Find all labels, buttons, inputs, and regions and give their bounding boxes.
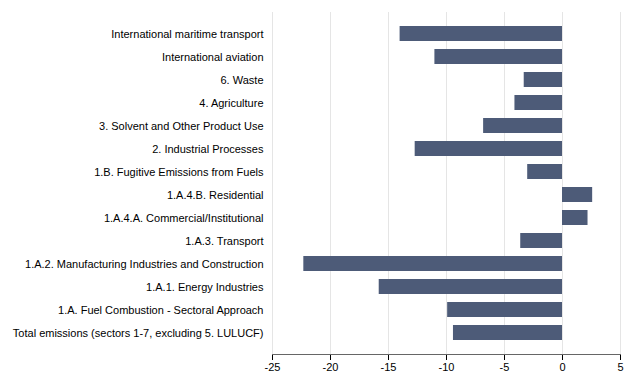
svg-text:1.A.2. Manufacturing Industrie: 1.A.2. Manufacturing Industries and Cons… [25, 258, 263, 270]
svg-text:1.A.4.A. Commercial/Institutio: 1.A.4.A. Commercial/Institutional [104, 212, 264, 224]
svg-text:2. Industrial Processes: 2. Industrial Processes [152, 143, 264, 155]
svg-text:-25: -25 [265, 361, 281, 373]
svg-text:-20: -20 [323, 361, 339, 373]
svg-text:3. Solvent and Other Product U: 3. Solvent and Other Product Use [99, 120, 263, 132]
svg-text:1.A.1. Energy Industries: 1.A.1. Energy Industries [146, 281, 264, 293]
svg-text:4. Agriculture: 4. Agriculture [199, 97, 263, 109]
svg-text:International aviation: International aviation [162, 51, 264, 63]
svg-text:1.A.3. Transport: 1.A.3. Transport [185, 235, 263, 247]
svg-text:International maritime transpo: International maritime transport [111, 28, 263, 40]
svg-text:0: 0 [559, 361, 565, 373]
svg-text:1.B. Fugitive Emissions from F: 1.B. Fugitive Emissions from Fuels [94, 166, 264, 178]
svg-text:6. Waste: 6. Waste [221, 74, 264, 86]
svg-text:-15: -15 [381, 361, 397, 373]
svg-text:5: 5 [617, 361, 623, 373]
svg-text:-10: -10 [439, 361, 455, 373]
svg-text:1.A. Fuel Combustion - Sectora: 1.A. Fuel Combustion - Sectoral Approach [58, 304, 263, 316]
svg-text:1.A.4.B. Residential: 1.A.4.B. Residential [167, 189, 264, 201]
svg-text:Total emissions (sectors 1-7,: Total emissions (sectors 1-7, excluding … [13, 327, 264, 339]
svg-text:-5: -5 [500, 361, 510, 373]
